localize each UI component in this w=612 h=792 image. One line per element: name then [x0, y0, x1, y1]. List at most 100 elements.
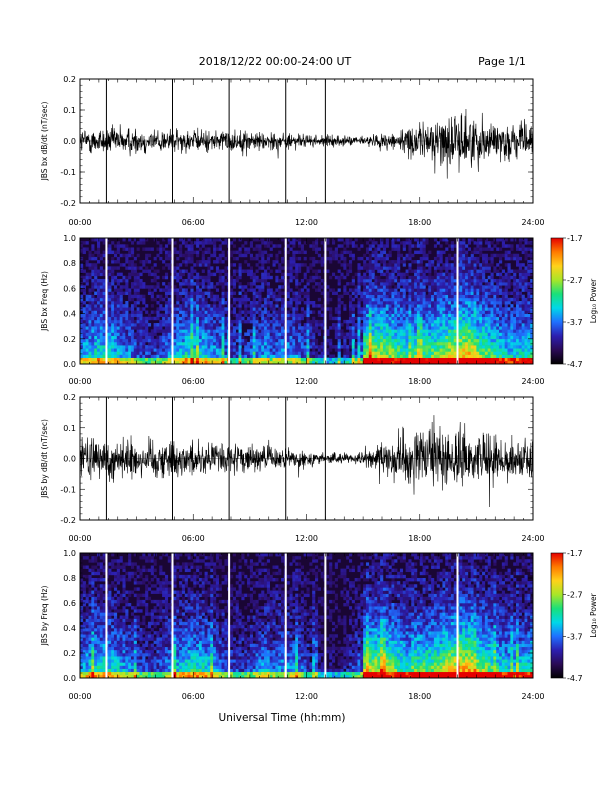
spectrogram-cell	[368, 313, 372, 318]
spectrogram-cell	[300, 310, 304, 314]
spectrogram-cell	[431, 326, 435, 330]
spectrogram-cell	[179, 335, 183, 340]
spectrogram-cell	[343, 304, 347, 308]
spectrogram-cell	[111, 282, 115, 286]
spectrogram-cell	[108, 313, 112, 318]
spectrogram-cell	[490, 294, 494, 299]
spectrogram-cell	[513, 294, 517, 299]
spectrogram-cell	[490, 297, 494, 302]
spectrogram-cell	[385, 241, 389, 245]
spectrogram-cell	[88, 329, 92, 333]
spectrogram-cell	[215, 326, 220, 330]
spectrogram-cell	[462, 238, 466, 242]
spectrogram-cell	[414, 260, 418, 264]
spectrogram-cell	[142, 351, 146, 355]
spectrogram-cell	[128, 313, 132, 318]
spectrogram-cell	[111, 351, 115, 355]
spectrogram-cell	[298, 241, 302, 245]
spectrogram-cell	[326, 256, 330, 261]
spectrogram-cell	[470, 250, 474, 255]
spectrogram-cell	[343, 319, 347, 324]
spectrogram-cell	[414, 291, 418, 295]
spectrogram-cell	[411, 291, 415, 295]
spectrogram-cell	[442, 335, 446, 340]
spectrogram-cell	[397, 335, 401, 340]
spectrogram-cell	[445, 319, 449, 324]
spectrogram-cell	[201, 310, 205, 314]
spectrogram-cell	[453, 275, 457, 280]
spectrogram-cell	[159, 341, 163, 346]
spectrogram-cell	[425, 354, 429, 358]
spectrogram-cell	[264, 335, 268, 340]
spectrogram-cell	[249, 354, 254, 358]
spectrogram-cell	[493, 278, 497, 283]
spectrogram-cell	[258, 301, 262, 305]
spectrogram-cell	[278, 316, 282, 321]
spectrogram-cell	[224, 345, 228, 349]
spectrogram-cell	[388, 316, 392, 321]
spectrogram-cell	[275, 357, 279, 362]
spectrogram-cell	[487, 338, 491, 343]
spectrogram-cell	[490, 323, 494, 327]
spectrogram-cell	[450, 275, 455, 280]
spectrogram-cell	[518, 313, 522, 318]
spectrogram-cell	[300, 313, 304, 318]
spectrogram-cell	[419, 351, 423, 355]
spectrogram-cell	[266, 285, 270, 289]
spectrogram-cell	[439, 326, 443, 330]
spectrogram-cell	[193, 282, 197, 286]
spectrogram-cell	[442, 351, 446, 355]
spectrogram-cell	[247, 316, 251, 321]
spectrogram-cell	[269, 313, 273, 318]
spectrogram-cell	[116, 341, 120, 346]
spectrogram-cell	[334, 310, 338, 314]
spectrogram-cell	[504, 272, 508, 277]
spectrogram-cell	[198, 354, 203, 358]
spectrogram-cell	[320, 323, 324, 327]
spectrogram-cell	[431, 323, 435, 327]
spectrogram-area	[80, 238, 533, 364]
spectrogram-cell	[368, 345, 372, 349]
spectrogram-cell	[261, 256, 265, 261]
spectrogram-cell	[153, 332, 157, 336]
spectrogram-cell	[436, 297, 440, 302]
spectrogram-cell	[453, 338, 457, 343]
spectrogram-cell	[269, 241, 273, 245]
spectrogram-cell	[91, 332, 95, 336]
spectrogram-cell	[416, 278, 421, 283]
spectrogram-cell	[85, 354, 89, 358]
spectrogram-cell	[179, 329, 183, 333]
spectrogram-cell	[405, 282, 409, 286]
spectrogram-cell	[198, 319, 203, 324]
spectrogram-cell	[470, 297, 474, 302]
spectrogram-cell	[133, 354, 137, 358]
spectrogram-cell	[394, 288, 398, 292]
spectrogram-cell	[162, 348, 166, 352]
spectrogram-cell	[482, 348, 486, 352]
spectrogram-cell	[204, 354, 208, 358]
spectrogram-cell	[139, 307, 143, 311]
spectrogram-cell	[298, 341, 302, 346]
spectrogram-cell	[479, 360, 483, 364]
spectrogram-cell	[459, 266, 463, 270]
spectrogram-cell	[298, 297, 302, 302]
spectrogram-cell	[193, 332, 197, 336]
spectrogram-cell	[331, 316, 336, 321]
spectrogram-cell	[258, 288, 262, 292]
spectrogram-cell	[317, 310, 321, 314]
spectrogram-cell	[94, 291, 98, 295]
spectrogram-cell	[113, 316, 118, 321]
spectrogram-cell	[380, 351, 384, 355]
spectrogram-cell	[487, 266, 491, 270]
spectrogram-cell	[416, 269, 421, 273]
spectrogram-cell	[510, 238, 514, 242]
spectrogram-cell	[408, 335, 412, 340]
spectrogram-cell	[213, 319, 217, 324]
spectrogram-cell	[88, 341, 92, 346]
spectrogram-cell	[252, 360, 256, 364]
spectrogram-cell	[111, 319, 115, 324]
spectrogram-cell	[374, 285, 378, 289]
spectrogram-cell	[88, 256, 92, 261]
spectrogram-cell	[513, 310, 517, 314]
spectrogram-cell	[405, 310, 409, 314]
